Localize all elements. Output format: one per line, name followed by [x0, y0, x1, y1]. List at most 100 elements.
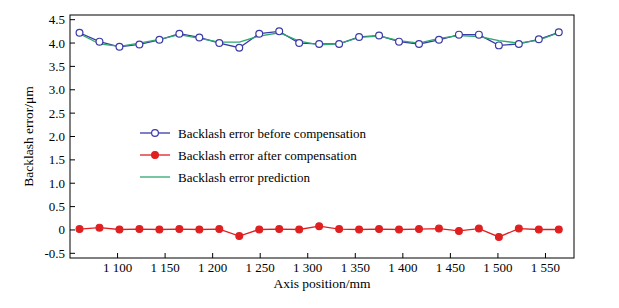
series-marker	[236, 233, 243, 240]
series-marker	[136, 41, 143, 48]
x-tick-label: 1 400	[388, 260, 417, 275]
y-tick	[70, 66, 75, 67]
legend-label: Backlash error after compensation	[178, 148, 357, 163]
y-axis-label: Backlash error/μm	[21, 86, 36, 187]
series-marker	[316, 223, 323, 230]
x-tick	[402, 253, 403, 258]
series-marker	[336, 41, 343, 48]
series-marker	[116, 43, 123, 50]
x-tick-label: 1 450	[436, 260, 465, 275]
y-tick-label: 1.5	[49, 152, 65, 167]
series-marker	[356, 34, 363, 41]
series-marker	[555, 226, 562, 233]
series-marker	[156, 226, 163, 233]
plot-data	[76, 28, 562, 240]
x-tick	[545, 253, 546, 258]
series-marker	[495, 234, 502, 241]
x-tick-label: 1 550	[531, 260, 560, 275]
series-marker	[96, 224, 103, 231]
series-marker	[176, 226, 183, 233]
series-marker	[136, 226, 143, 233]
y-tick	[70, 136, 75, 137]
series-marker	[535, 36, 542, 43]
y-tick-label: 3.5	[49, 59, 65, 74]
x-tick-label: 1 250	[246, 260, 275, 275]
series-marker	[216, 226, 223, 233]
y-tick	[70, 229, 75, 230]
series-marker	[76, 29, 83, 36]
series-line	[80, 31, 559, 47]
series-marker	[515, 41, 522, 48]
series-marker	[296, 40, 303, 47]
series-marker	[256, 226, 263, 233]
x-tick-label: 1 300	[293, 260, 322, 275]
x-tick	[307, 253, 308, 258]
x-tick-label: 1 350	[341, 260, 370, 275]
x-tick-label: 1 150	[150, 260, 179, 275]
x-axis-label: Axis position/mm	[273, 276, 371, 291]
y-tick	[70, 206, 75, 207]
legend-label: Backlash error prediction	[178, 170, 311, 185]
series-marker	[495, 42, 502, 49]
series-marker	[196, 34, 203, 41]
series-marker	[236, 44, 243, 51]
series-marker	[476, 225, 483, 232]
y-tick	[70, 253, 75, 254]
series-marker	[216, 40, 223, 47]
series-marker	[276, 226, 283, 233]
series-marker	[316, 41, 323, 48]
legend-label: Backlash error before compensation	[178, 126, 367, 141]
series-marker	[356, 226, 363, 233]
x-tick-label: 1 100	[103, 260, 132, 275]
series-marker	[416, 226, 423, 233]
series-marker	[515, 225, 522, 232]
y-tick-label: -0.5	[44, 246, 65, 261]
plot-frame	[70, 15, 574, 258]
x-tick	[117, 253, 118, 258]
series-marker	[336, 226, 343, 233]
x-tick-label: 1 200	[198, 260, 227, 275]
series-marker	[76, 226, 83, 233]
y-tick	[70, 183, 75, 184]
series-marker	[276, 28, 283, 35]
x-tick	[165, 253, 166, 258]
series-marker	[396, 226, 403, 233]
series-marker	[196, 226, 203, 233]
legend-line	[140, 176, 170, 177]
y-tick	[70, 43, 75, 44]
y-tick	[70, 159, 75, 160]
series-marker	[256, 30, 263, 37]
series-marker	[456, 227, 463, 234]
y-tick	[70, 19, 75, 20]
y-tick	[70, 113, 75, 114]
x-tick	[450, 253, 451, 258]
legend: Backlash error before compensation Backla…	[140, 126, 367, 185]
y-tick-label: 3.0	[49, 82, 65, 97]
x-tick	[355, 253, 356, 258]
series-marker	[436, 225, 443, 232]
x-tick	[260, 253, 261, 258]
series-marker	[296, 226, 303, 233]
y-tick-label: 4.0	[49, 36, 65, 51]
series-marker	[456, 31, 463, 38]
y-tick	[70, 89, 75, 90]
series-marker	[156, 36, 163, 43]
series-marker	[436, 36, 443, 43]
series-marker	[96, 38, 103, 45]
legend-marker	[152, 152, 159, 159]
series-marker	[376, 226, 383, 233]
y-tick-label: 0	[59, 222, 66, 237]
series-marker	[396, 38, 403, 45]
series-marker	[535, 226, 542, 233]
y-tick-label: 4.5	[49, 12, 65, 27]
x-tick-label: 1 500	[483, 260, 512, 275]
legend-marker	[152, 130, 159, 137]
series-marker	[376, 32, 383, 39]
series-marker	[176, 30, 183, 37]
y-tick-label: 1.0	[49, 176, 65, 191]
series-marker	[476, 31, 483, 38]
series-marker	[555, 29, 562, 36]
series-marker	[116, 226, 123, 233]
x-tick	[497, 253, 498, 258]
y-tick-label: 0.5	[49, 199, 65, 214]
